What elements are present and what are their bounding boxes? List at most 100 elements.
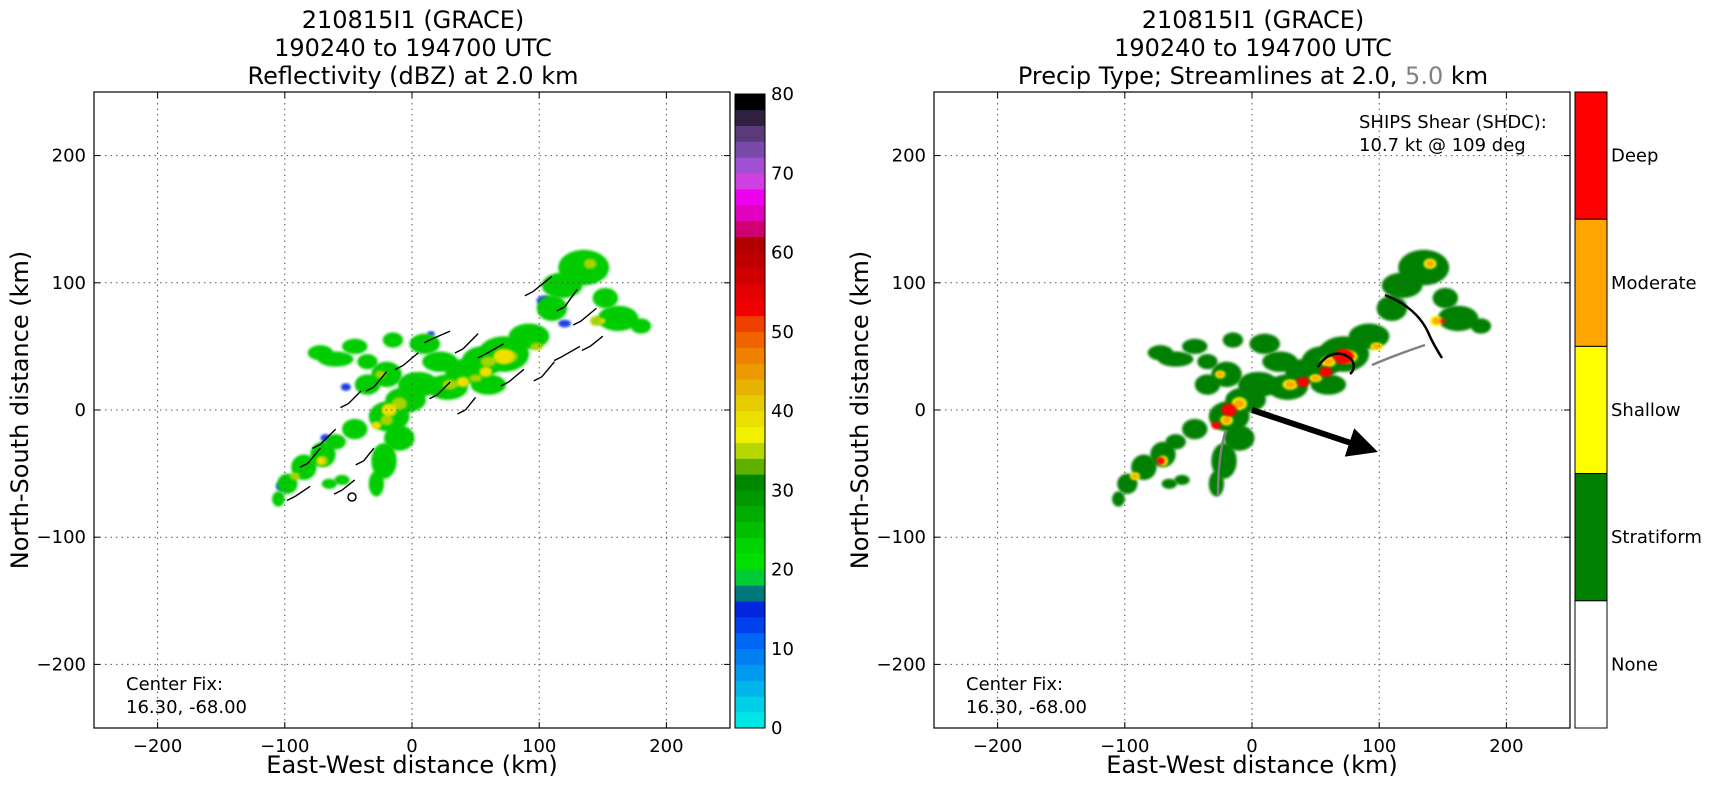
stratiform-echo <box>1249 333 1280 355</box>
colorbar-tick-label: 50 <box>771 322 794 343</box>
stratiform-echo <box>1208 471 1225 497</box>
colorbar-segment <box>735 442 765 459</box>
colorbar-segment <box>735 664 765 681</box>
stratiform-echo <box>1150 441 1176 468</box>
reflectivity-echo <box>342 418 368 440</box>
wind-barb-staff <box>294 485 311 498</box>
reflectivity-strong-echo <box>371 421 382 430</box>
colorbar-segment <box>735 157 765 174</box>
reflectivity-echo <box>334 474 350 486</box>
stratiform-echo <box>1182 338 1208 355</box>
left-xtick-label: −200 <box>133 736 182 757</box>
streamline-2km-b <box>1316 352 1355 375</box>
reflectivity-moderate-echo <box>380 415 393 426</box>
right-ytick-label: −100 <box>877 527 926 548</box>
wind-barb-staff <box>532 275 553 293</box>
reflectivity-echo <box>342 338 368 355</box>
left-title-line1: 210815I1 (GRACE) <box>302 6 525 34</box>
colorbar-segment <box>735 458 765 475</box>
stratiform-echo <box>1262 351 1298 372</box>
reflectivity-echo <box>597 305 639 332</box>
left-ytick-label: 200 <box>52 146 86 167</box>
colorbar-segment <box>735 236 765 253</box>
shear-label: SHIPS Shear (SHDC): <box>1359 112 1547 133</box>
wind-barb-staff <box>564 288 578 308</box>
reflectivity-moderate-echo <box>583 258 597 269</box>
moderate-echo <box>1222 416 1232 424</box>
wind-barb-flag <box>457 409 466 415</box>
reflectivity-echo <box>307 345 334 361</box>
colorbar-tick-label: 40 <box>771 401 794 422</box>
left-ytick-label: −100 <box>37 527 86 548</box>
moderate-echo <box>1425 260 1435 268</box>
colorbar-segment <box>735 632 765 650</box>
colorbar-segment <box>735 300 765 317</box>
left-xtick-label: 200 <box>649 736 683 757</box>
stratiform-echo <box>1194 374 1221 395</box>
stratiform-echo <box>1147 345 1174 361</box>
colorbar-segment <box>735 109 765 126</box>
colorbar-frame <box>734 93 766 729</box>
left-center-fix-value: 16.30, -68.00 <box>126 697 247 718</box>
right-ytick-label: 100 <box>892 273 926 294</box>
reflectivity-strong-echo <box>456 376 470 388</box>
wind-barb-flag <box>533 376 543 382</box>
colorbar-segment <box>735 204 765 222</box>
left-center-fix-label: Center Fix: <box>126 674 223 695</box>
stratiform-echo <box>1381 272 1423 299</box>
reflectivity-moderate-echo <box>530 342 544 351</box>
reflectivity-moderate-echo <box>469 374 482 383</box>
reflectivity-strong-echo <box>493 348 514 365</box>
wind-barb-staff <box>436 381 451 396</box>
wind-barb-flag <box>553 355 563 362</box>
right-xtick-label: −100 <box>1100 736 1149 757</box>
right-xtick-label: −200 <box>973 736 1022 757</box>
colorbar-segment <box>735 141 765 158</box>
stratiform-echo <box>1112 491 1125 507</box>
stratiform-echo <box>1161 478 1177 489</box>
precip-type-colorbar: Deep Moderate Shallow Stratiform None <box>1574 91 1702 729</box>
wind-barb-flag <box>299 462 309 469</box>
wind-barb-flag <box>572 320 582 326</box>
right-xtick-label: 100 <box>1362 736 1396 757</box>
colorbar-segment <box>735 569 765 586</box>
wind-barbs <box>286 275 604 502</box>
moderate-echo <box>1311 375 1321 381</box>
deep-echo <box>1440 318 1446 324</box>
colorbar-segment <box>735 379 765 396</box>
right-tick-labels: −200 −100 0 100 200 −200 −100 0 100 200 <box>877 92 1570 757</box>
wind-barb-flag <box>556 306 565 312</box>
left-panel: 210815I1 (GRACE) 190240 to 194700 UTC Re… <box>6 6 794 779</box>
reflectivity-echo <box>541 272 583 299</box>
right-title-line3-prefix: Precip Type; Streamlines at 2.0, <box>1018 62 1405 90</box>
right-gridlines <box>934 92 1570 728</box>
stratiform-echo <box>1224 425 1255 451</box>
streamline-5km-b <box>1371 343 1426 367</box>
wind-barb-flag <box>477 353 487 359</box>
wind-barb-staff <box>580 307 597 322</box>
colorbar-tick-label: 10 <box>771 639 794 660</box>
left-gridlines <box>94 92 730 728</box>
reflectivity-colorbar: 0 10 20 30 40 50 60 70 80 <box>734 84 794 739</box>
colorbar-segment <box>735 617 765 634</box>
precip-colorbar-segment <box>1574 218 1608 347</box>
moderate-echo <box>1233 399 1245 409</box>
left-ytick-label: 0 <box>75 400 86 421</box>
right-title-line3-gray: 5.0 <box>1405 62 1443 90</box>
reflectivity-echo <box>422 351 458 372</box>
stratiform-echo <box>1197 354 1218 370</box>
reflectivity-echoes <box>272 249 652 507</box>
stratiform-echo <box>1182 418 1208 440</box>
wind-barb-flag <box>333 489 343 495</box>
moderate-echo <box>1431 317 1441 325</box>
left-ylabel: North-South distance (km) <box>6 251 34 570</box>
right-center-fix-value: 16.30, -68.00 <box>966 697 1087 718</box>
streamline-2km <box>1384 293 1444 359</box>
reflectivity-echo <box>384 425 415 451</box>
colorbar-segment <box>735 315 765 333</box>
reflectivity-weak-echo <box>340 383 351 391</box>
right-ytick-label: −200 <box>877 654 926 675</box>
right-title-line1: 210815I1 (GRACE) <box>1142 6 1365 34</box>
wind-barb-staff <box>347 390 362 405</box>
